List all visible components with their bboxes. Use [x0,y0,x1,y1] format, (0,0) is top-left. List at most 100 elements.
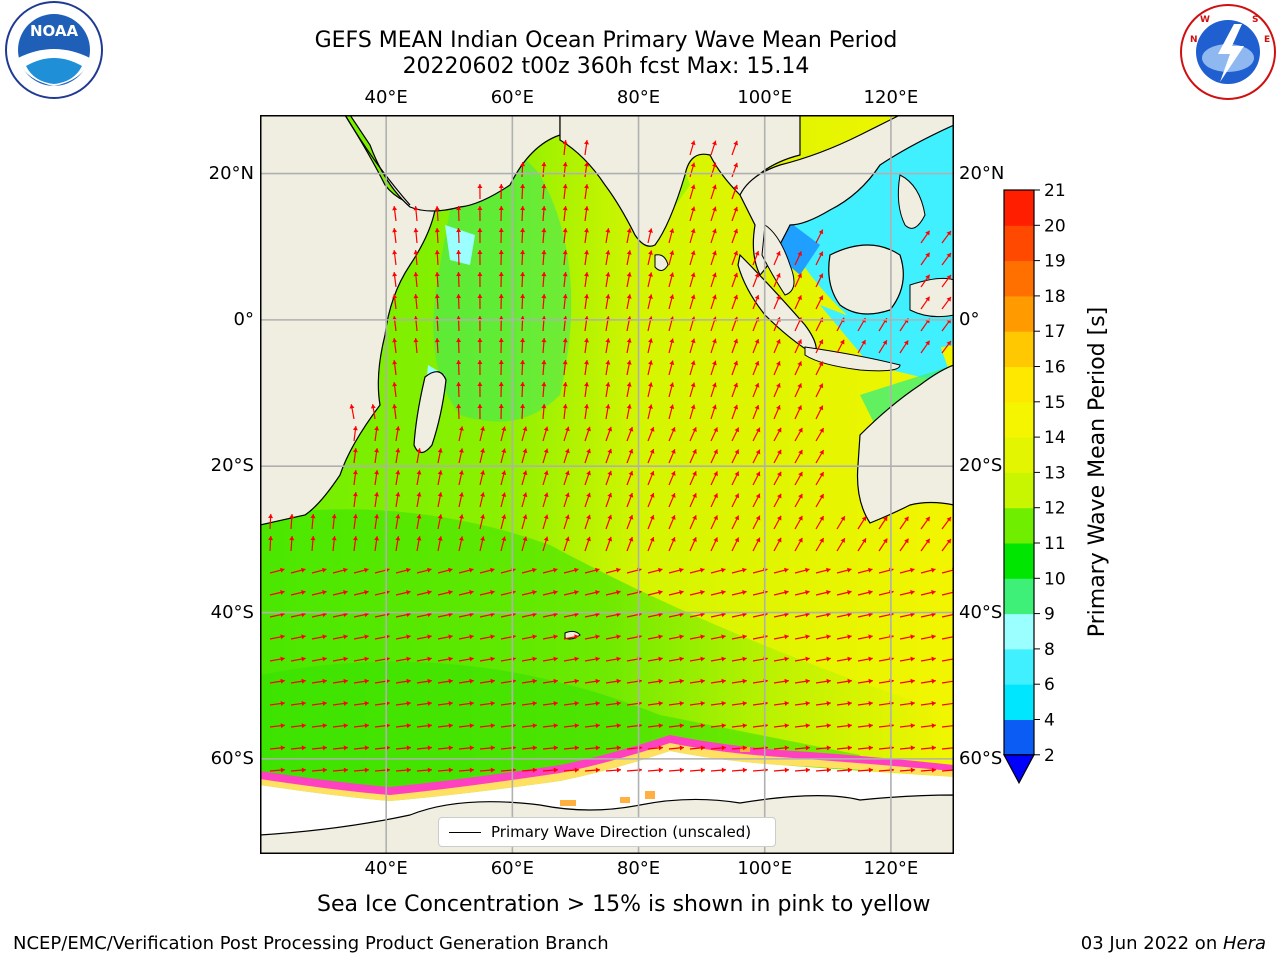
wave-arrow-head [797,251,802,257]
wave-arrow-head [805,767,810,773]
lon-tick-top: 40°E [364,87,408,108]
wave-arrow-head [648,360,653,365]
lat-tick-left: 0° [233,308,254,330]
wave-arrow-head [477,206,483,211]
wave-arrow-head [712,228,717,234]
wave-arrow-head [605,382,611,387]
wave-arrow-head [480,514,485,519]
lat-tick-left: 20°S [210,455,254,477]
wave-arrow-head [721,590,726,595]
wave-arrow-head [658,590,663,595]
wave-arrow-head [532,634,537,640]
wave-arrow-head [742,700,747,706]
wave-arrow-head [280,567,285,573]
wave-arrow-head [522,448,528,454]
wave-arrow-head [658,567,663,573]
svg-text:N: N [1190,35,1198,45]
wave-arrow-head [437,448,443,453]
wave-arrow-head [776,405,781,410]
colorbar-under-arrow [1002,754,1036,785]
wave-arrow-head [490,634,495,640]
wave-arrow-head [910,723,915,729]
wave-arrow [941,702,954,706]
wave-arrow-head [395,492,401,497]
wave-arrow-head [605,360,611,365]
wave-arrow-head [595,634,600,640]
noaa-logo-text: NOAA [30,22,79,40]
wave-arrow-head [910,700,915,706]
wave-arrow-head [648,338,653,343]
wave-arrow-head [413,272,419,277]
wave-arrow-head [562,360,568,365]
wave-arrow-head [847,656,852,662]
wave-arrow-head [364,612,369,618]
wave-arrow-head [679,612,684,618]
wave-arrow-head [742,678,747,684]
wave-arrow-head [310,514,316,519]
svg-text:S: S [1252,15,1258,25]
wave-arrow-head [712,338,717,344]
lat-tick-right: 20°S [959,455,1003,477]
wave-arrow-head [669,382,675,387]
wave-arrow-head [434,206,440,211]
wave-arrow-head [352,492,358,497]
wave-arrow-head [520,404,526,409]
lon-tick-top: 100°E [737,87,793,108]
wave-arrow-head [392,382,398,387]
wave-arrow-head [541,272,547,277]
wave-arrow-head [712,404,717,410]
wave-arrow-head [448,767,453,773]
wave-arrow-head [700,745,705,751]
wave-arrow-head [349,404,355,409]
wave-arrow-head [584,294,590,299]
wave-arrow-head [301,656,306,662]
wave-arrow [941,658,954,662]
footer-date: 03 Jun 2022 on [1080,933,1223,954]
wave-arrow-head [826,590,831,595]
wave-arrow-head [480,426,485,431]
wave-arrow-head [669,294,675,299]
colorbar-tick-label: 2 [1044,746,1055,766]
madagascar [413,371,447,454]
wave-arrow-head [784,745,789,751]
wave-arrow-head [910,612,915,618]
wave-arrow-head [553,656,558,662]
wave-arrow-head [626,382,632,387]
wave-arrow-head [755,471,761,477]
wave-arrow-head [498,228,504,233]
wave-arrow-head [458,514,464,519]
wave-arrow-head [700,656,705,662]
footer-left: NCEP/EMC/Verification Post Processing Pr… [13,933,609,954]
wave-arrow-head [427,656,432,662]
wave-arrow-head [616,700,621,706]
wave-arrow-head [395,514,401,519]
wave-arrow-head [805,612,810,618]
wave-arrow-head [469,590,474,595]
wave-arrow-head [692,537,697,542]
colorbar-label: Primary Wave Mean Period [s] [1085,306,1110,638]
colorbar-tick-label: 4 [1044,711,1055,731]
wave-arrow-head [628,448,634,454]
wave-arrow-head [669,272,675,277]
wave-arrow-head [564,426,570,432]
wave-arrow-head [584,382,590,387]
wave-arrow-head [819,494,824,499]
wave-arrow-head [733,338,739,344]
wave-arrow-head [564,536,570,542]
wave-arrow-head [490,567,495,573]
wave-arrow-head [458,492,464,497]
wave-arrow-head [616,678,621,684]
wave-arrow-head [595,612,600,618]
wave-arrow-head [839,339,845,345]
wave-arrow-head [776,449,782,455]
wave-arrow-head [868,678,873,684]
wave-arrow-head [477,316,483,321]
wave-arrow-head [343,745,348,751]
colorbar-segment [1004,472,1034,509]
wave-arrow-head [574,656,579,662]
wave-arrow-head [733,228,739,234]
wave-arrow-head [712,250,717,256]
wave-arrow-head [712,272,717,278]
wave-arrow-head [541,206,547,211]
wave-arrow-head [721,767,726,773]
